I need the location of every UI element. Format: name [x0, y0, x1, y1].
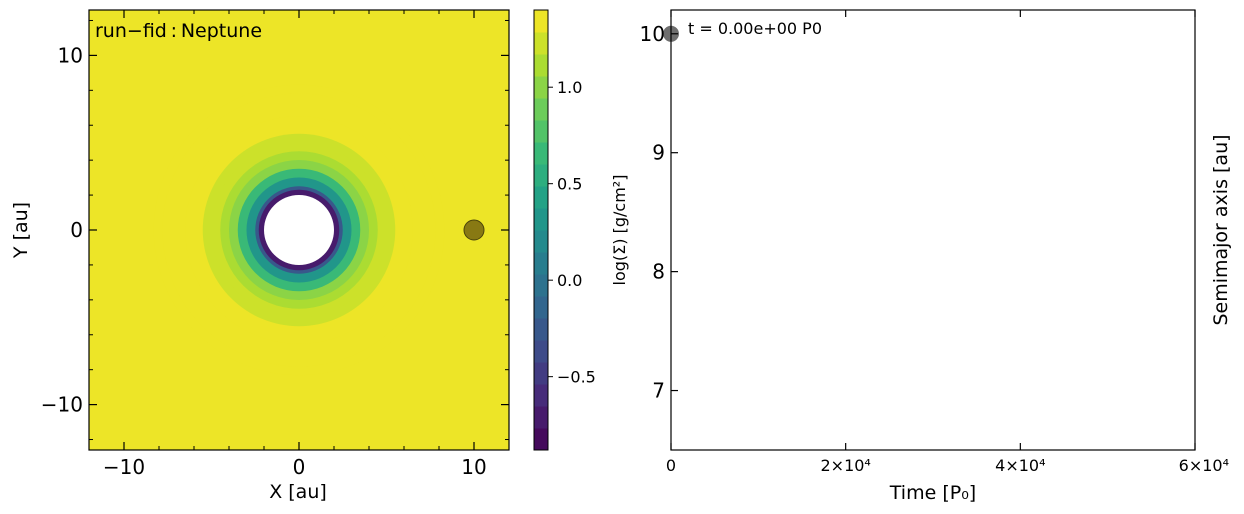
colorbar-band [534, 98, 548, 121]
disk-map-panel: −10 0 10 −10 0 10 run−fid : Neptune X [au] Y … [10, 9, 510, 503]
colorbar-ticks: −0.5 0.0 0.5 1.0 [548, 78, 596, 387]
x-tick-label: 4×10⁴ [995, 456, 1045, 475]
colorbar-band [534, 362, 548, 385]
x-tick-label: 0 [666, 456, 676, 475]
x-tick-label: −10 [103, 455, 145, 479]
x-tick-label: 10 [461, 455, 486, 479]
plot-ticks: 0 2×10⁴ 4×10⁴ 6×10⁴ 7 8 9 10 [640, 10, 1229, 475]
colorbar-band [534, 296, 548, 319]
colorbar-band [534, 32, 548, 55]
colorbar: −0.5 0.0 0.5 1.0 log(Σ) [g/cm²] [533, 9, 629, 451]
y-tick-label: 0 [70, 218, 83, 242]
colorbar-tick-label: 0.0 [557, 271, 582, 290]
y-axis-label-right: Semimajor axis [au] [1210, 134, 1232, 325]
x-tick-label: 2×10⁴ [820, 456, 870, 475]
colorbar-band [534, 340, 548, 363]
colorbar-band [534, 318, 548, 341]
colorbar-tick-label: 1.0 [557, 78, 582, 97]
colorbar-band [534, 208, 548, 231]
colorbar-band [534, 252, 548, 275]
y-axis-label-left: Y [au] [10, 202, 32, 259]
colorbar-band [534, 142, 548, 165]
plot-area [671, 10, 1195, 450]
colorbar-band [534, 120, 548, 143]
disk-map-ticks: −10 0 10 −10 0 10 [41, 10, 510, 479]
colorbar-frame [533, 9, 549, 451]
semimajor-axis-panel: 0 2×10⁴ 4×10⁴ 6×10⁴ 7 8 9 10 t = 0.00e+00 P0 Ti… [640, 9, 1232, 504]
colorbar-band [534, 406, 548, 429]
colorbar-band [534, 428, 548, 451]
colorbar-band [534, 164, 548, 187]
time-annotation: t = 0.00e+00 P0 [688, 19, 822, 38]
colorbar-band [534, 54, 548, 77]
inner-cavity [264, 195, 334, 265]
colorbar-band [534, 10, 548, 33]
colorbar-band [534, 274, 548, 297]
y-tick-label: 8 [652, 260, 665, 284]
colorbar-band [534, 230, 548, 253]
y-tick-label: 10 [640, 22, 665, 46]
y-tick-label: 9 [652, 141, 665, 165]
y-tick-label: 7 [652, 379, 665, 403]
colorbar-label: log(Σ) [g/cm²] [610, 175, 629, 286]
y-tick-label: −10 [41, 393, 83, 417]
colorbar-band [534, 384, 548, 407]
x-axis-label-right: Time [P₀] [889, 482, 976, 504]
colorbar-tick-label: 0.5 [557, 175, 582, 194]
y-tick-label: 10 [58, 43, 83, 67]
colorbar-bands [534, 10, 548, 451]
plot-frame [670, 9, 1196, 451]
colorbar-tick-label: −0.5 [557, 368, 596, 387]
x-tick-label: 6×10⁴ [1179, 456, 1229, 475]
colorbar-band [534, 76, 548, 99]
panel-title: run−fid : Neptune [95, 20, 262, 42]
x-tick-label: 0 [293, 455, 306, 479]
x-axis-label-left: X [au] [269, 481, 327, 503]
colorbar-band [534, 186, 548, 209]
planet-marker [463, 219, 485, 241]
